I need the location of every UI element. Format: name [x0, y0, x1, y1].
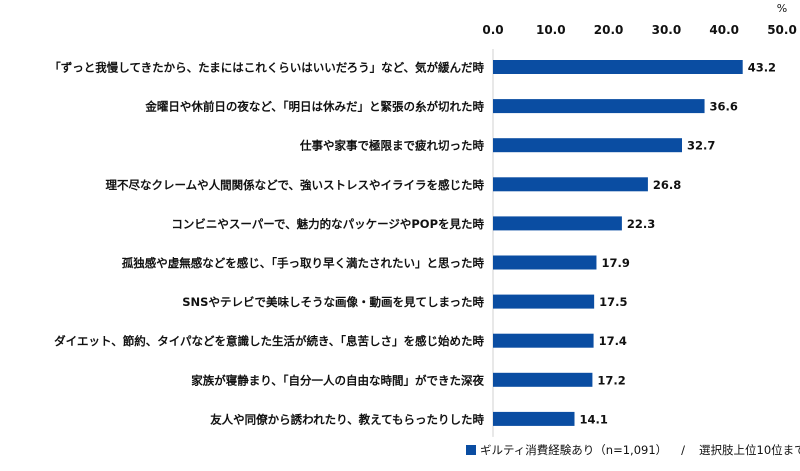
bar [493, 294, 595, 309]
category-label: 仕事や家事で極限まで疲れ切った時 [299, 139, 484, 153]
bar [493, 216, 622, 231]
category-label: 金曜日や休前日の夜など、「明日は休みだ」と緊張の糸が切れた時 [144, 100, 484, 114]
x-tick-label: 20.0 [594, 23, 624, 37]
x-tick-label: 0.0 [482, 23, 503, 37]
x-tick-label: 30.0 [652, 23, 682, 37]
bar-value-label: 36.6 [710, 100, 738, 114]
bar-value-label: 14.1 [579, 412, 607, 426]
bar-value-label: 26.8 [653, 178, 681, 192]
legend-swatch [466, 445, 476, 455]
legend-series-label: ギルティ消費経験あり（n=1,091） [480, 443, 668, 457]
category-label: 「ずっと我慢してきたから、たまにはこれくらいはいいだろう」など、気が緩んだ時 [49, 61, 484, 75]
x-tick-label: 40.0 [709, 23, 739, 37]
bar [493, 177, 648, 192]
bar [493, 60, 743, 74]
category-label: コンビニやスーパーで、魅力的なパッケージやPOPを見た時 [171, 217, 484, 231]
category-label: SNSやテレビで美味しそうな画像・動画を見てしまった時 [182, 295, 484, 309]
category-label: ダイエット、節約、タイパなどを意識した生活が続き、「息苦しさ」を感じ始めた時 [54, 334, 484, 348]
bar [493, 138, 683, 153]
category-label: 理不尽なクレームや人間関係などで、強いストレスやイライラを感じた時 [106, 178, 485, 192]
bar-value-label: 17.5 [599, 295, 627, 309]
x-tick-label: 50.0 [767, 23, 797, 37]
bar [493, 372, 593, 387]
bar-value-label: 43.2 [748, 61, 776, 75]
bar-value-label: 22.3 [627, 217, 655, 231]
bar-value-label: 32.7 [687, 139, 715, 153]
bar-value-label: 17.9 [601, 256, 629, 270]
bar [493, 411, 575, 426]
category-label: 友人や同僚から誘われたり、教えてもらったりした時 [210, 412, 484, 426]
x-tick-label: 10.0 [536, 23, 566, 37]
bar [493, 333, 594, 348]
bar [493, 99, 705, 114]
category-label: 家族が寝静まり、「自分一人の自由な時間」ができた深夜 [191, 373, 484, 387]
bar-value-label: 17.4 [599, 334, 627, 348]
legend-note: 選択肢上位10位まで [699, 443, 800, 457]
category-label: 孤独感や虚無感などを感じ、「手っ取り早く満たされたい」と思った時 [122, 256, 485, 270]
bar-value-label: 17.2 [597, 373, 625, 387]
legend: ギルティ消費経験あり（n=1,091） / 選択肢上位10位まで [466, 442, 800, 458]
legend-separator: / [681, 443, 686, 457]
unit-label: % [777, 2, 787, 15]
bar [493, 255, 597, 270]
